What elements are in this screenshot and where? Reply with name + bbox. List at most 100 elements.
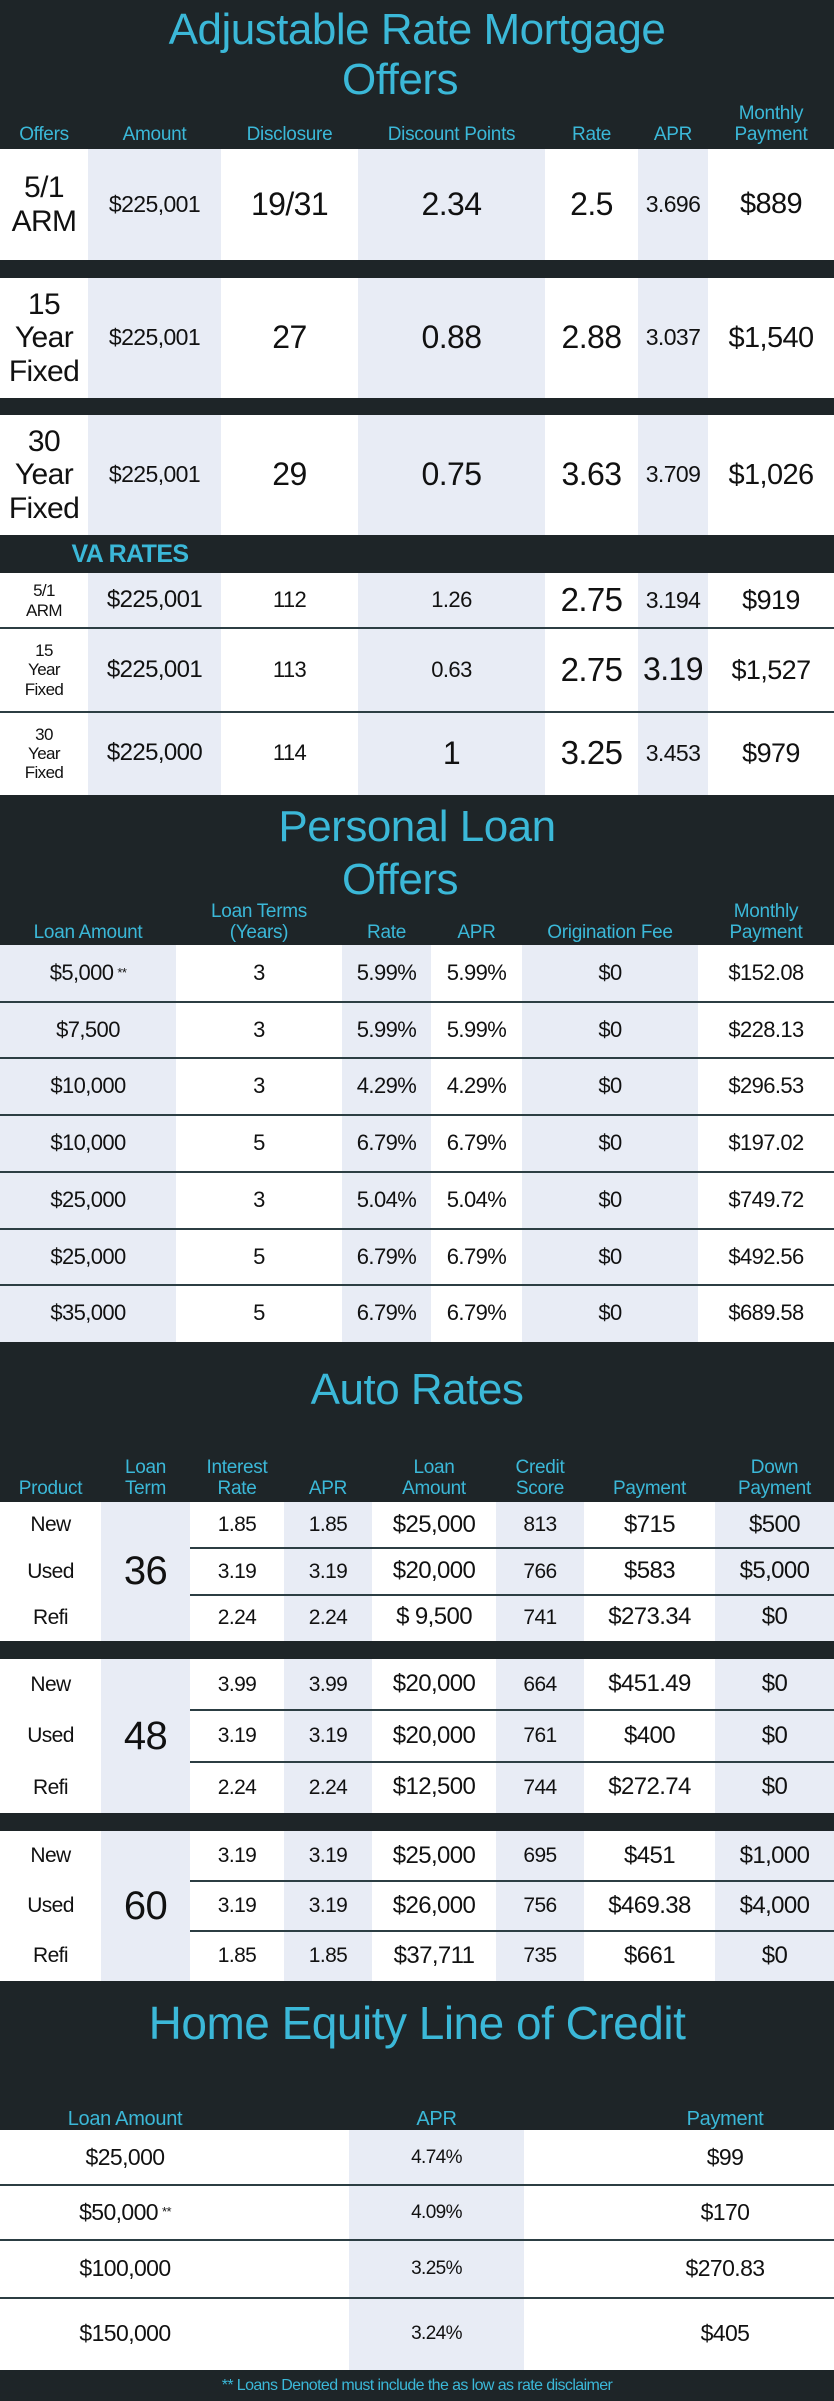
va-apr-text: 3.453 (645, 739, 701, 766)
auto-apr-text: 1.85 (308, 1513, 348, 1537)
personal-apr-text: 6.79% (446, 1300, 507, 1326)
auto-col-header-apr: APR (280, 1420, 376, 1506)
mortgage-shade-col (638, 149, 708, 795)
heloc-amount: $100,000 (20, 2240, 230, 2298)
auto-rate: 3.19 (190, 1831, 284, 1881)
auto-score: 695 (496, 1831, 584, 1881)
heloc-shade-col (349, 2130, 524, 2370)
personal-payment: $296.53 (698, 1058, 834, 1115)
personal-col-header-fee-text: Origination Fee (547, 922, 673, 944)
va-payment: $1,527 (708, 628, 834, 712)
va-rate-text: 2.75 (560, 650, 623, 688)
personal-term-text: 5 (253, 1243, 265, 1269)
va-offer-text: 30 Year Fixed (24, 724, 64, 783)
auto-col-header-amount-text: Loan Amount (402, 1457, 466, 1500)
personal-apr-text: 6.79% (446, 1130, 507, 1156)
personal-apr: 4.29% (431, 1058, 522, 1115)
va-offer-text: 5/1 ARM (26, 581, 63, 620)
heloc-payment-text: $170 (700, 2198, 750, 2225)
heloc-col-header-amount: Loan Amount (20, 2090, 230, 2136)
auto-rate-text: 3.19 (217, 1844, 257, 1868)
auto-col-header-apr-text: APR (308, 1478, 348, 1500)
auto-row-separator (190, 1593, 834, 1596)
mortgage-col-header-apr-text: APR (653, 124, 693, 146)
heloc-payment: $405 (620, 2298, 830, 2370)
personal-rate: 5.99% (342, 1002, 431, 1059)
auto-loan-term-text: 48 (123, 1713, 168, 1758)
personal-apr-text: 5.04% (446, 1186, 507, 1212)
auto-apr-text: 3.19 (308, 1844, 348, 1868)
personal-fee-text: $0 (598, 1016, 622, 1042)
auto-product: New (0, 1831, 101, 1881)
auto-payment-text: $583 (624, 1557, 676, 1585)
auto-row-separator (190, 1709, 834, 1712)
personal-amount-text: $7,500 (56, 1016, 120, 1042)
mortgage-col-header-apr: APR (632, 80, 714, 152)
va-amount: $225,000 (88, 712, 221, 795)
personal-shade-col (522, 945, 698, 1342)
personal-rate-text: 5.04% (356, 1186, 417, 1212)
auto-down-text: $0 (761, 1941, 788, 1969)
personal-fee: $0 (522, 1002, 698, 1059)
mortgage-rate-text: 3.63 (561, 456, 622, 493)
auto-down-text: $1,000 (739, 1841, 810, 1869)
mortgage-amount-text: $225,001 (108, 190, 201, 217)
auto-band (0, 1641, 834, 1659)
mortgage-amount: $225,001 (88, 149, 221, 260)
heloc-payment: $270.83 (620, 2240, 830, 2298)
personal-fee: $0 (522, 1058, 698, 1115)
mortgage-col-header-points-text: Discount Points (387, 124, 516, 146)
heloc-col-header-payment-text: Payment (686, 2108, 764, 2130)
va-points: 1.26 (358, 573, 545, 628)
personal-term: 3 (176, 945, 342, 1002)
auto-rate: 2.24 (190, 1762, 284, 1813)
mortgage-amount-text: $225,001 (108, 324, 201, 351)
personal-rate: 6.79% (342, 1115, 431, 1172)
va-points-text: 0.63 (431, 656, 472, 682)
auto-down: $0 (715, 1762, 834, 1813)
auto-apr-text: 3.19 (308, 1559, 348, 1583)
personal-amount: $5,000 ** (0, 945, 176, 1002)
auto-apr-text: 2.24 (308, 1775, 348, 1799)
mortgage-disclosure: 27 (221, 278, 358, 398)
auto-rate-text: 3.19 (217, 1894, 257, 1918)
auto-score-text: 741 (523, 1606, 557, 1630)
auto-product-text: Used (27, 1894, 74, 1918)
auto-rate-text: 1.85 (217, 1944, 257, 1968)
auto-col-header-term-text: Loan Term (124, 1457, 167, 1500)
personal-fee-text: $0 (598, 1073, 622, 1099)
va-rate-text: 2.75 (560, 581, 623, 619)
personal-rate-text: 6.79% (356, 1243, 417, 1269)
va-apr: 3.19 (638, 628, 708, 712)
heloc-apr: 3.25% (349, 2240, 524, 2298)
personal-rate-text: 5.99% (356, 1016, 417, 1042)
mortgage-rate-text: 2.88 (561, 319, 622, 356)
auto-score: 766 (496, 1548, 584, 1594)
auto-rate-text: 2.24 (217, 1606, 257, 1630)
personal-fee-text: $0 (598, 1300, 622, 1326)
mortgage-amount-text: $225,001 (108, 461, 201, 488)
personal-row-separator (0, 1057, 834, 1060)
disclaimer-footnote: ** Loans Denoted must include the as low… (0, 2370, 834, 2401)
auto-apr: 1.85 (284, 1931, 372, 1981)
mortgage-disclosure: 29 (221, 415, 358, 535)
auto-amount: $20,000 (372, 1548, 496, 1594)
auto-down: $0 (715, 1931, 834, 1981)
auto-col-header-payment-text: Payment (613, 1478, 686, 1500)
personal-payment-text: $689.58 (728, 1300, 804, 1326)
mortgage-amount: $225,001 (88, 278, 221, 398)
auto-amount-text: $ 9,500 (396, 1603, 472, 1631)
personal-term: 5 (176, 1115, 342, 1172)
personal-term-text: 5 (253, 1300, 265, 1326)
auto-down: $0 (715, 1659, 834, 1710)
personal-amount-text: $10,000 (50, 1073, 126, 1099)
mortgage-shade-col (88, 149, 221, 795)
auto-shade-col (715, 1502, 834, 1981)
personal-term-text: 3 (253, 960, 265, 986)
auto-product: New (0, 1659, 101, 1710)
auto-amount-text: $20,000 (392, 1721, 476, 1749)
auto-down-text: $500 (749, 1510, 801, 1538)
auto-score-text: 744 (523, 1775, 557, 1799)
personal-apr: 5.99% (431, 945, 522, 1002)
